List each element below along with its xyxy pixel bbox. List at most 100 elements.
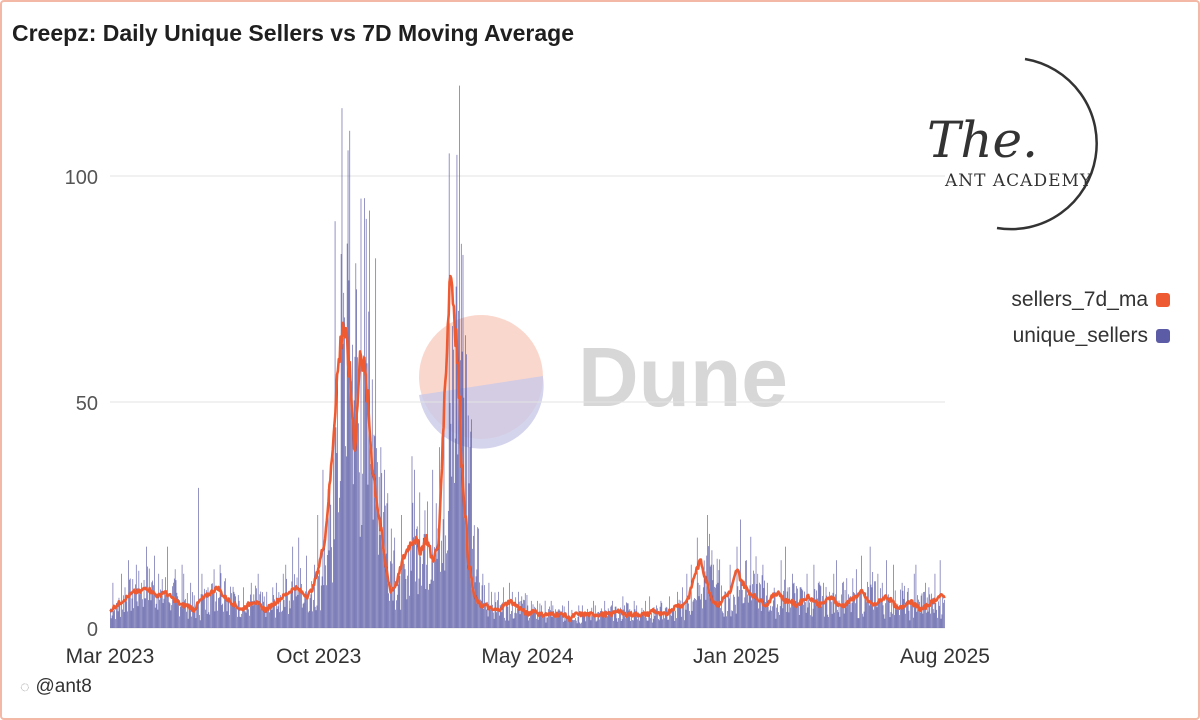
bar xyxy=(645,617,647,628)
bar xyxy=(687,595,689,628)
bar xyxy=(277,606,279,628)
bar xyxy=(556,617,558,628)
bar xyxy=(341,108,343,628)
bar xyxy=(153,585,154,628)
bar xyxy=(916,611,918,628)
bar xyxy=(667,619,669,628)
bar xyxy=(692,601,694,628)
bar xyxy=(579,622,581,628)
bar xyxy=(620,621,622,628)
bar xyxy=(178,599,179,628)
bar xyxy=(905,613,906,628)
bar xyxy=(791,602,792,628)
bar xyxy=(857,618,859,628)
bar xyxy=(919,612,921,628)
bar xyxy=(258,600,260,628)
bar xyxy=(800,587,802,628)
bar xyxy=(577,616,579,628)
bar xyxy=(358,472,360,628)
bar xyxy=(795,601,797,628)
bar xyxy=(679,606,681,628)
bar xyxy=(186,593,188,628)
bar xyxy=(148,568,150,628)
bar xyxy=(940,618,942,628)
bar xyxy=(927,611,929,628)
bar xyxy=(256,603,258,628)
bar xyxy=(250,594,251,628)
bar xyxy=(342,343,344,628)
bar xyxy=(347,150,349,628)
bar xyxy=(298,537,300,628)
bar xyxy=(747,602,749,628)
bar xyxy=(446,553,447,628)
bar xyxy=(728,598,730,628)
bar xyxy=(205,590,207,628)
bar xyxy=(464,500,466,628)
bar xyxy=(274,599,275,628)
bar xyxy=(651,612,652,628)
bar xyxy=(642,614,644,628)
bar xyxy=(466,561,468,628)
bar xyxy=(549,610,551,628)
bar xyxy=(124,587,126,628)
bar xyxy=(748,589,750,628)
bar xyxy=(267,608,268,628)
legend-item-ma[interactable]: sellers_7d_ma xyxy=(1011,288,1170,312)
bar xyxy=(513,618,515,628)
bar xyxy=(110,618,112,628)
bar xyxy=(302,603,304,628)
bar xyxy=(232,586,234,628)
bar xyxy=(300,568,301,628)
bar xyxy=(270,603,272,628)
bar xyxy=(689,611,690,628)
bar xyxy=(805,612,807,628)
bar xyxy=(159,599,160,628)
bar xyxy=(485,602,486,628)
bar xyxy=(488,582,490,628)
bar xyxy=(289,608,291,628)
bar xyxy=(457,454,459,628)
bar xyxy=(653,607,655,628)
bar xyxy=(168,602,170,628)
bar xyxy=(321,576,323,628)
bar xyxy=(196,603,198,628)
bar xyxy=(176,592,178,628)
bar xyxy=(371,379,373,628)
bar xyxy=(191,616,192,628)
bar xyxy=(213,569,215,628)
bar xyxy=(216,592,217,628)
bar xyxy=(301,607,303,628)
bar xyxy=(328,550,330,628)
bar xyxy=(664,618,665,628)
bar xyxy=(204,588,205,628)
bar xyxy=(543,615,544,628)
bar xyxy=(525,610,527,628)
bar xyxy=(631,610,632,628)
bar xyxy=(677,607,679,628)
bar xyxy=(350,382,351,628)
bar xyxy=(295,596,297,628)
bar xyxy=(210,594,211,628)
bar xyxy=(533,610,535,628)
bar xyxy=(378,476,380,628)
bar xyxy=(726,616,727,628)
bar xyxy=(922,613,924,628)
bar xyxy=(201,573,203,628)
bar xyxy=(399,575,401,628)
bar xyxy=(423,534,425,628)
bar xyxy=(772,606,773,628)
x-tick-label: Mar 2023 xyxy=(66,645,155,668)
legend-item-sellers[interactable]: unique_sellers xyxy=(1011,324,1170,348)
bar xyxy=(719,559,721,628)
bar xyxy=(510,614,511,628)
bar xyxy=(252,605,254,628)
bar xyxy=(852,578,854,628)
bar xyxy=(644,616,645,628)
bar xyxy=(483,608,485,628)
bar xyxy=(206,613,208,628)
bar xyxy=(333,539,335,628)
bar xyxy=(326,585,327,628)
bar xyxy=(297,594,299,628)
bar xyxy=(280,595,281,628)
bar xyxy=(312,611,313,628)
